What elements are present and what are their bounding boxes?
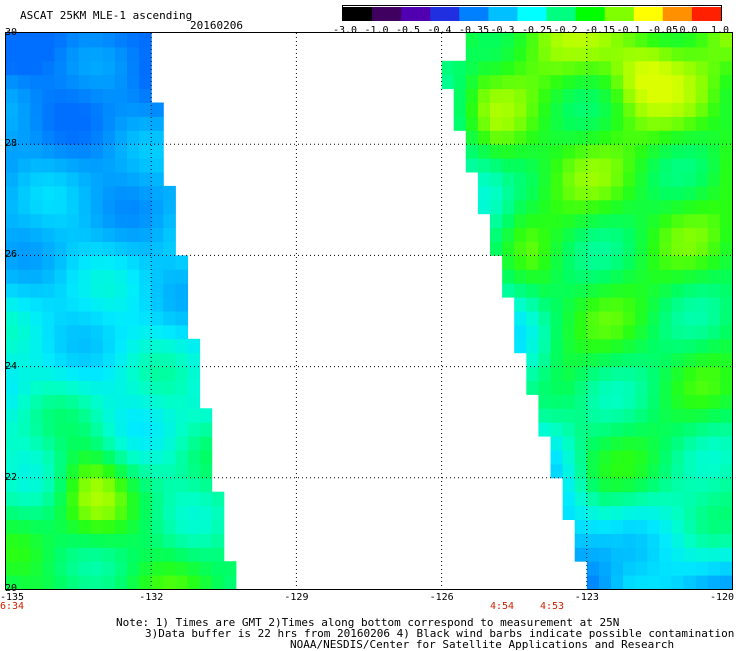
wind-map-plot: [5, 32, 733, 590]
latitude-tick-label: 28: [5, 138, 18, 150]
right-swath-data: [441, 33, 732, 589]
product-title: ASCAT 25KM MLE-1 ascending: [20, 9, 193, 22]
colorbar-swatch: [430, 7, 460, 21]
latitude-tick-label: 30: [5, 27, 18, 38]
colorbar-swatch: [517, 7, 548, 21]
colorbar-swatch: [604, 7, 635, 21]
colorbar-tick-label: -0.2: [553, 25, 578, 36]
colorbar-swatch: [691, 7, 722, 21]
colorbar-tick-label: -0.5: [396, 25, 421, 36]
colorbar: [342, 5, 722, 21]
footer-note-line1: Note: 1) Times are GMT 2)Times along bot…: [116, 616, 620, 629]
product-date: 20160206: [190, 19, 243, 32]
colorbar-tick-label: -3.0: [333, 25, 358, 36]
longitude-tick-label: -135: [0, 592, 25, 603]
latitude-tick-label: 20: [5, 583, 18, 594]
colorbar-tick-label: -0.35: [459, 25, 490, 36]
colorbar-tick-label: 1.0: [711, 25, 730, 36]
footer-note-line2: 3)Data buffer is 22 hrs from 20160206 4)…: [145, 627, 735, 640]
pass-time-label: 6:34: [0, 601, 25, 612]
colorbar-tick-label: -0.05: [648, 25, 679, 36]
longitude-tick-label: -120: [710, 592, 735, 603]
colorbar-tick-label: 0.0: [679, 25, 698, 36]
longitude-tick-label: -132: [139, 592, 164, 603]
colorbar-swatch: [459, 7, 489, 21]
colorbar-swatch: [546, 7, 577, 21]
colorbar-swatch: [662, 7, 693, 21]
longitude-tick-label: -123: [574, 592, 599, 603]
latitude-tick-label: 22: [5, 471, 18, 483]
colorbar-swatch: [401, 7, 431, 21]
latitude-tick-label: 24: [5, 360, 18, 372]
pass-time-label: 4:54: [490, 601, 515, 612]
left-swath-data: [6, 33, 237, 589]
colorbar-tick-label: -0.3: [490, 25, 515, 36]
longitude-tick-label: -126: [429, 592, 454, 603]
colorbar-tick-label: -1.0: [364, 25, 389, 36]
colorbar-swatch: [575, 7, 606, 21]
colorbar-swatch: [343, 7, 373, 21]
colorbar-swatch: [633, 7, 664, 21]
colorbar-swatch: [488, 7, 519, 21]
colorbar-tick-label: -0.4: [427, 25, 452, 36]
graticule: [6, 33, 732, 589]
pass-time-label: 4:53: [540, 601, 565, 612]
latitude-tick-label: 26: [5, 249, 18, 261]
colorbar-swatch: [372, 7, 402, 21]
longitude-tick-label: -129: [284, 592, 309, 603]
colorbar-tick-label: -0.25: [522, 25, 553, 36]
footer-credit: NOAA/NESDIS/Center for Satellite Applica…: [290, 638, 675, 651]
colorbar-tick-label: -0.15: [585, 25, 616, 36]
colorbar-tick-label: -0.1: [616, 25, 641, 36]
